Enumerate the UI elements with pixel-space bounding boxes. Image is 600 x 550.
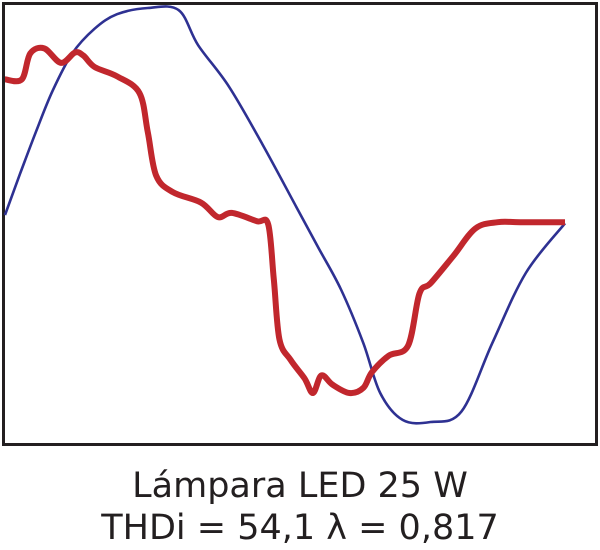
voltage-waveform-line	[3, 5, 567, 425]
chart-subtitle: THDi = 54,1 λ = 0,817	[101, 508, 499, 548]
plot-frame	[2, 2, 598, 446]
series-layer	[3, 5, 567, 425]
chart-title: Lámpara LED 25 W	[132, 466, 468, 506]
waveform-chart	[2, 2, 598, 446]
current-waveform-line	[4, 44, 565, 397]
